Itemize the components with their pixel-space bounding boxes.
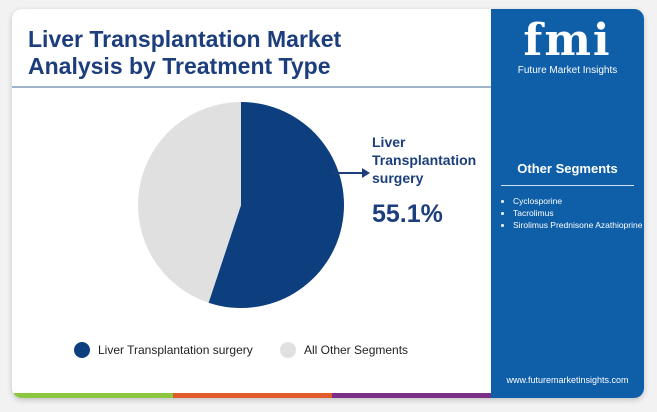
logo-name: Future Market Insights: [517, 65, 618, 76]
color-bars: [14, 393, 491, 398]
legend-item-primary: Liver Transplantation surgery: [74, 342, 253, 358]
infographic-card: Liver Transplantation Market Analysis by…: [12, 9, 644, 398]
callout-label: Liver Transplantation surgery: [372, 134, 477, 186]
title-divider: [12, 86, 491, 88]
title-line-2: Analysis by Treatment Type: [28, 53, 331, 79]
bar-purple: [332, 393, 491, 398]
pie-chart: [138, 102, 370, 308]
segment-item: Sirolimus Prednisone Azathioprine: [513, 219, 642, 231]
bar-green: [14, 393, 173, 398]
fmi-logo: fmi Future Market Insights: [491, 15, 644, 77]
legend-label: All Other Segments: [304, 343, 409, 357]
legend-swatch: [74, 342, 90, 358]
chart-title: Liver Transplantation Market Analysis by…: [28, 26, 341, 80]
segments-divider: [501, 185, 634, 186]
other-segments-heading: Other Segments: [517, 161, 618, 176]
callout-arrow-icon: [362, 168, 370, 178]
title-line-1: Liver Transplantation Market: [28, 26, 342, 52]
segment-item: Tacrolimus: [513, 207, 642, 219]
side-panel: fmi Future Market Insights Other Segment…: [491, 9, 644, 398]
pie-slice-1: [138, 102, 241, 303]
legend-item-other: All Other Segments: [280, 342, 408, 358]
segments-list: Cyclosporine Tacrolimus Sirolimus Predni…: [499, 195, 642, 231]
legend-label: Liver Transplantation surgery: [98, 343, 253, 357]
logo-mark: fmi: [523, 15, 612, 66]
segment-item: Cyclosporine: [513, 195, 642, 207]
pie-slice-0: [208, 102, 344, 308]
website-url[interactable]: www.futuremarketinsights.com: [506, 375, 629, 385]
bar-orange: [173, 393, 332, 398]
legend-swatch: [280, 342, 296, 358]
callout-value: 55.1%: [372, 200, 443, 228]
